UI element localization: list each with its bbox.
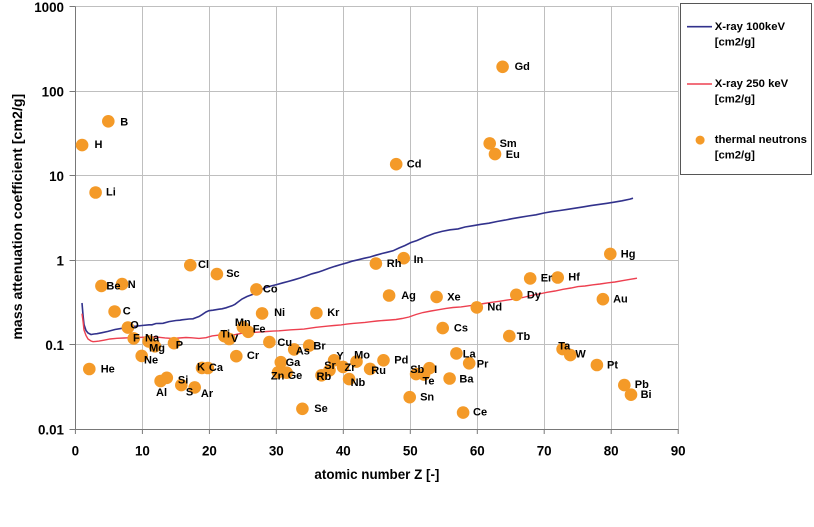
svg-text:Er: Er — [541, 272, 553, 284]
svg-text:Be: Be — [106, 281, 120, 293]
svg-text:Pd: Pd — [394, 355, 408, 367]
svg-text:X-ray 100keV: X-ray 100keV — [715, 21, 786, 33]
svg-text:Sb: Sb — [410, 364, 424, 376]
svg-text:20: 20 — [202, 444, 217, 459]
svg-text:Tb: Tb — [517, 331, 531, 343]
svg-text:1000: 1000 — [34, 0, 64, 15]
svg-text:Y: Y — [336, 350, 344, 362]
svg-text:C: C — [123, 306, 131, 318]
svg-text:In: In — [414, 254, 424, 266]
svg-text:Pb: Pb — [635, 379, 649, 391]
svg-text:Cl: Cl — [198, 259, 209, 271]
svg-text:Mg: Mg — [149, 343, 165, 355]
svg-text:Br: Br — [313, 340, 326, 352]
svg-text:P: P — [176, 340, 183, 352]
svg-text:Ru: Ru — [371, 365, 386, 377]
svg-text:mass attenuation coefficient [: mass attenuation coefficient [cm2/g] — [10, 94, 26, 340]
svg-text:Ga: Ga — [286, 357, 302, 369]
svg-text:Xe: Xe — [447, 291, 460, 303]
svg-text:Rh: Rh — [387, 258, 402, 270]
svg-text:H: H — [95, 139, 103, 151]
svg-text:Bi: Bi — [641, 389, 652, 401]
svg-text:Eu: Eu — [506, 149, 520, 161]
svg-text:F: F — [133, 333, 140, 345]
svg-text:As: As — [296, 345, 310, 357]
svg-text:10: 10 — [135, 444, 150, 459]
svg-text:Cd: Cd — [407, 158, 422, 170]
svg-text:[cm2/g]: [cm2/g] — [715, 36, 755, 48]
svg-text:Ne: Ne — [144, 354, 158, 366]
svg-text:Kr: Kr — [327, 307, 340, 319]
svg-text:80: 80 — [604, 444, 619, 459]
svg-text:Li: Li — [106, 187, 116, 199]
svg-text:Zr: Zr — [345, 362, 357, 374]
svg-text:Ar: Ar — [201, 388, 214, 400]
svg-text:Gd: Gd — [515, 61, 530, 73]
svg-text:Rb: Rb — [317, 371, 332, 383]
svg-text:Ni: Ni — [274, 307, 285, 319]
svg-text:[cm2/g]: [cm2/g] — [715, 149, 755, 161]
svg-text:Ce: Ce — [473, 407, 487, 419]
svg-text:10: 10 — [49, 169, 64, 184]
svg-text:N: N — [128, 279, 136, 291]
svg-text:Pt: Pt — [607, 359, 618, 371]
svg-text:Ba: Ba — [459, 374, 474, 386]
svg-text:Sm: Sm — [500, 138, 517, 150]
svg-text:[cm2/g]: [cm2/g] — [715, 94, 755, 106]
svg-text:Cu: Cu — [277, 337, 292, 349]
svg-text:50: 50 — [403, 444, 418, 459]
svg-text:I: I — [434, 364, 437, 376]
svg-text:thermal neutrons: thermal neutrons — [715, 134, 807, 146]
svg-text:90: 90 — [671, 444, 686, 459]
svg-text:Ge: Ge — [288, 370, 303, 382]
svg-text:W: W — [575, 349, 586, 361]
svg-text:1: 1 — [57, 254, 65, 269]
svg-text:100: 100 — [42, 85, 64, 100]
svg-text:V: V — [231, 333, 239, 345]
svg-text:Au: Au — [613, 293, 628, 305]
svg-text:Sc: Sc — [226, 268, 239, 280]
svg-text:B: B — [120, 116, 128, 128]
svg-text:Hg: Hg — [621, 248, 636, 260]
svg-text:0.1: 0.1 — [45, 338, 64, 353]
svg-text:Si: Si — [178, 374, 188, 386]
svg-text:atomic number Z [-]: atomic number Z [-] — [314, 467, 439, 482]
svg-text:Nd: Nd — [487, 302, 502, 314]
svg-text:40: 40 — [336, 444, 351, 459]
svg-text:Ag: Ag — [401, 290, 416, 302]
svg-text:Hf: Hf — [568, 272, 580, 284]
svg-text:Al: Al — [156, 387, 167, 399]
svg-text:Sr: Sr — [324, 360, 336, 372]
svg-text:O: O — [130, 319, 139, 331]
svg-text:Te: Te — [423, 375, 435, 387]
svg-text:Se: Se — [314, 403, 327, 415]
svg-text:60: 60 — [470, 444, 485, 459]
svg-text:0: 0 — [72, 444, 79, 459]
svg-text:X-ray 250 keV: X-ray 250 keV — [715, 78, 789, 90]
svg-text:Ta: Ta — [558, 340, 571, 352]
svg-text:Cs: Cs — [454, 322, 468, 334]
svg-text:Dy: Dy — [527, 289, 542, 301]
svg-text:0.01: 0.01 — [38, 423, 65, 438]
svg-text:Fe: Fe — [253, 324, 266, 336]
svg-text:Pr: Pr — [477, 358, 489, 370]
svg-text:70: 70 — [537, 444, 552, 459]
svg-text:Sn: Sn — [420, 392, 434, 404]
svg-text:Nb: Nb — [351, 377, 366, 389]
svg-text:He: He — [101, 364, 115, 376]
svg-text:La: La — [463, 349, 477, 361]
svg-text:30: 30 — [269, 444, 284, 459]
svg-text:Mn: Mn — [235, 317, 251, 329]
svg-text:Co: Co — [263, 283, 278, 295]
svg-text:Ti: Ti — [221, 328, 231, 340]
svg-text:Mo: Mo — [354, 349, 370, 361]
svg-text:Na: Na — [145, 333, 160, 345]
svg-text:Ca: Ca — [209, 362, 224, 374]
svg-text:Cr: Cr — [247, 350, 260, 362]
svg-text:Zn: Zn — [271, 371, 285, 383]
svg-text:S: S — [186, 387, 193, 399]
svg-text:K: K — [197, 362, 205, 374]
